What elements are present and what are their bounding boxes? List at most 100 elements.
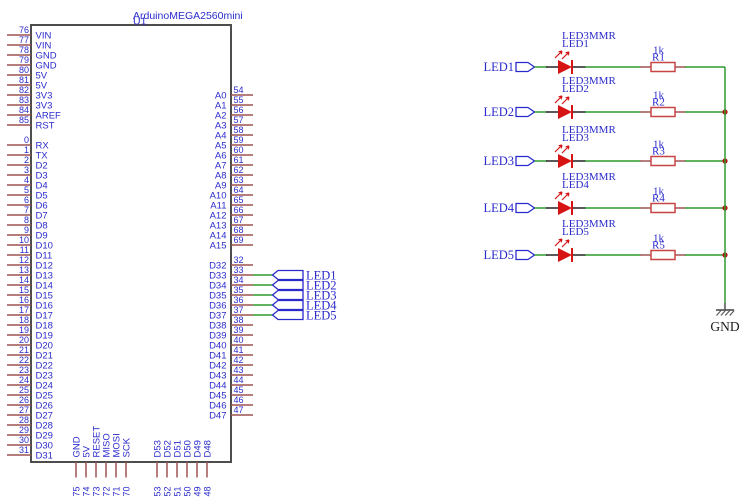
input-tag-shape[interactable] xyxy=(515,202,536,214)
resistor-symbol[interactable] xyxy=(650,202,676,214)
pin-D46[interactable]: 46 D46 xyxy=(209,395,253,412)
pin-5V[interactable]: 81 5V xyxy=(7,75,48,92)
pin-RX[interactable]: 0 RX xyxy=(7,135,49,152)
led-symbol[interactable] xyxy=(558,248,572,262)
pin-D29[interactable]: 29 D29 xyxy=(7,425,53,442)
pin-D15[interactable]: 15 D15 xyxy=(7,285,53,302)
input-tag-shape[interactable] xyxy=(515,106,536,118)
pin-GND[interactable]: 79 GND xyxy=(7,55,57,72)
pin-D35[interactable]: 35 D35 xyxy=(209,285,253,302)
pin-A2[interactable]: 56 A2 xyxy=(215,105,253,122)
pin-MISO[interactable]: MISO 72 xyxy=(102,433,113,496)
pin-D53[interactable]: D53 53 xyxy=(153,440,164,496)
pin-5V[interactable]: 80 5V xyxy=(7,65,48,82)
net-flag-shape[interactable] xyxy=(271,309,304,321)
pin-RESET[interactable]: RESET 73 xyxy=(92,426,103,497)
resistor-symbol[interactable] xyxy=(650,249,676,261)
pin-A3[interactable]: 57 A3 xyxy=(215,115,253,132)
net-flag-LED3[interactable]: LED3 xyxy=(253,288,337,302)
pin-D20[interactable]: 20 D20 xyxy=(7,335,53,352)
pin-A13[interactable]: 67 A13 xyxy=(210,215,253,232)
pin-D40[interactable]: 40 D40 xyxy=(209,335,253,352)
pin-D4[interactable]: 4 D4 xyxy=(7,175,48,192)
pin-D37[interactable]: 37 D37 xyxy=(209,305,253,322)
input-tag-shape[interactable] xyxy=(515,155,536,167)
pin-A7[interactable]: 61 A7 xyxy=(215,155,253,172)
gnd-hatch[interactable] xyxy=(724,310,731,316)
pin-D32[interactable]: 32 D32 xyxy=(209,255,253,272)
pin-D19[interactable]: 19 D19 xyxy=(7,325,53,342)
pin-D26[interactable]: 26 D26 xyxy=(7,395,53,412)
pin-D49[interactable]: D49 49 xyxy=(193,440,204,496)
pin-D34[interactable]: 34 D34 xyxy=(209,275,253,292)
pin-D52[interactable]: D52 52 xyxy=(163,440,174,496)
net-flag-LED4[interactable]: LED4 xyxy=(253,298,337,312)
pin-D17[interactable]: 17 D17 xyxy=(7,305,53,322)
pin-D10[interactable]: 10 D10 xyxy=(7,235,53,252)
pin-A12[interactable]: 66 A12 xyxy=(210,205,253,222)
pin-D51[interactable]: D51 51 xyxy=(173,440,184,496)
pin-D39[interactable]: 39 D39 xyxy=(209,325,253,342)
pin-VIN[interactable]: 77 VIN xyxy=(7,35,51,52)
pin-D31[interactable]: 31 D31 xyxy=(7,445,53,462)
pin-RST[interactable]: 85 RST xyxy=(7,115,55,132)
input-tag-shape[interactable] xyxy=(515,249,536,261)
pin-D8[interactable]: 8 D8 xyxy=(7,215,48,232)
pin-D16[interactable]: 16 D16 xyxy=(7,295,53,312)
gnd-hatch[interactable] xyxy=(720,310,726,316)
pin-D3[interactable]: 3 D3 xyxy=(7,165,48,182)
pin-D30[interactable]: 30 D30 xyxy=(7,435,53,452)
pin-D18[interactable]: 18 D18 xyxy=(7,315,53,332)
pin-TX[interactable]: 1 TX xyxy=(7,145,48,162)
pin-D21[interactable]: 21 D21 xyxy=(7,345,53,362)
input-tag-shape[interactable] xyxy=(515,61,536,73)
pin-A0[interactable]: 54 A0 xyxy=(215,85,253,102)
pin-D6[interactable]: 6 D6 xyxy=(7,195,48,212)
pin-D24[interactable]: 24 D24 xyxy=(7,375,53,392)
net-flag-LED1[interactable]: LED1 xyxy=(253,268,337,282)
led-symbol[interactable] xyxy=(558,105,572,119)
ground-symbol[interactable]: GND xyxy=(710,303,740,334)
gnd-hatch[interactable] xyxy=(716,310,722,316)
pin-D11[interactable]: 11 D11 xyxy=(7,245,52,262)
pin-A6[interactable]: 60 A6 xyxy=(215,145,253,162)
pin-SCK[interactable]: SCK 70 xyxy=(122,437,133,496)
pin-D22[interactable]: 22 D22 xyxy=(7,355,53,372)
pin-A5[interactable]: 59 A5 xyxy=(215,135,253,152)
pin-D2[interactable]: 2 D2 xyxy=(7,155,48,172)
pin-GND[interactable]: GND 75 xyxy=(72,436,83,496)
pin-A1[interactable]: 55 A1 xyxy=(215,95,253,112)
pin-D44[interactable]: 44 D44 xyxy=(209,375,253,392)
pin-D50[interactable]: D50 50 xyxy=(183,440,194,496)
gnd-hatch[interactable] xyxy=(729,310,735,316)
pin-A9[interactable]: 63 A9 xyxy=(215,175,253,192)
pin-D5[interactable]: 5 D5 xyxy=(7,185,48,202)
pin-MOSI[interactable]: MOSI 71 xyxy=(112,433,123,496)
pin-D12[interactable]: 12 D12 xyxy=(7,255,53,272)
pin-A4[interactable]: 58 A4 xyxy=(215,125,253,142)
pin-D13[interactable]: 13 D13 xyxy=(7,265,53,282)
pin-D36[interactable]: 36 D36 xyxy=(209,295,253,312)
pin-A8[interactable]: 62 A8 xyxy=(215,165,253,182)
net-flag-shape[interactable] xyxy=(271,289,304,301)
pin-D47[interactable]: 47 D47 xyxy=(209,405,253,422)
pin-D9[interactable]: 9 D9 xyxy=(7,225,48,242)
pin-D7[interactable]: 7 D7 xyxy=(7,205,48,222)
pin-D25[interactable]: 25 D25 xyxy=(7,385,53,402)
pin-D42[interactable]: 42 D42 xyxy=(209,355,253,372)
led-symbol[interactable] xyxy=(558,201,572,215)
net-flag-LED5[interactable]: LED5 xyxy=(253,308,337,322)
pin-D14[interactable]: 14 D14 xyxy=(7,275,53,292)
led-symbol[interactable] xyxy=(558,154,572,168)
net-flag-shape[interactable] xyxy=(271,279,304,291)
pin-D27[interactable]: 27 D27 xyxy=(7,405,53,422)
pin-GND[interactable]: 78 GND xyxy=(7,45,57,62)
resistor-symbol[interactable] xyxy=(650,106,676,118)
pin-D28[interactable]: 28 D28 xyxy=(7,415,53,432)
pin-A15[interactable]: 69 A15 xyxy=(210,235,253,252)
pin-D43[interactable]: 43 D43 xyxy=(209,365,253,382)
pin-5V[interactable]: 5V 74 xyxy=(82,445,93,496)
net-flag-LED2[interactable]: LED2 xyxy=(253,278,337,292)
pin-D48[interactable]: D48 48 xyxy=(203,440,214,496)
pin-VIN[interactable]: 76 VIN xyxy=(7,25,51,42)
